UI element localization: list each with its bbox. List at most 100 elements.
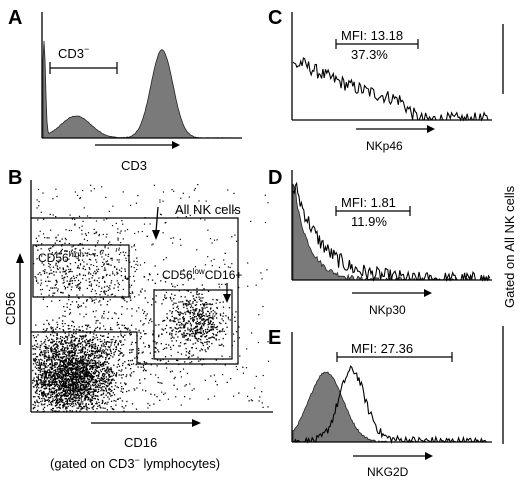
scatter-dot bbox=[79, 249, 81, 251]
scatter-dot bbox=[182, 304, 185, 306]
scatter-dot bbox=[159, 201, 161, 203]
scatter-dot bbox=[45, 363, 47, 365]
scatter-dot bbox=[193, 311, 195, 313]
scatter-dot bbox=[57, 365, 60, 368]
scatter-dot bbox=[144, 333, 146, 335]
scatter-dot bbox=[85, 384, 87, 386]
panel-c-label: C bbox=[268, 7, 282, 29]
scatter-dot bbox=[44, 376, 46, 378]
scatter-dot bbox=[32, 345, 34, 347]
scatter-dot bbox=[49, 367, 51, 369]
scatter-dot bbox=[213, 336, 215, 338]
scatter-dot bbox=[202, 333, 204, 336]
scatter-dot bbox=[55, 394, 57, 396]
scatter-dot bbox=[113, 336, 115, 338]
scatter-dot bbox=[55, 401, 58, 403]
scatter-dot bbox=[107, 354, 109, 356]
scatter-dot bbox=[62, 390, 64, 392]
scatter-dot bbox=[193, 298, 195, 300]
scatter-dot bbox=[143, 276, 146, 278]
scatter-dot bbox=[81, 381, 83, 383]
scatter-dot bbox=[183, 332, 185, 334]
scatter-dot bbox=[152, 333, 154, 335]
scatter-dot bbox=[70, 361, 72, 363]
scatter-dot bbox=[54, 363, 56, 366]
scatter-dot bbox=[52, 345, 54, 347]
scatter-dot bbox=[116, 372, 118, 374]
scatter-dot bbox=[70, 350, 72, 352]
scatter-dot bbox=[182, 324, 184, 326]
scatter-dot bbox=[98, 401, 100, 404]
scatter-dot bbox=[94, 343, 96, 345]
scatter-dot bbox=[51, 387, 53, 389]
scatter-dot bbox=[123, 410, 125, 412]
scatter-dot bbox=[112, 392, 114, 394]
scatter-dot bbox=[66, 390, 69, 393]
panel-a: A CD3− CD3 bbox=[8, 7, 242, 173]
scatter-dot bbox=[50, 395, 52, 397]
scatter-dot bbox=[61, 364, 63, 366]
scatter-dot bbox=[37, 249, 39, 251]
scatter-dot bbox=[49, 267, 51, 269]
scatter-dot bbox=[267, 341, 269, 343]
scatter-dot bbox=[172, 285, 174, 287]
scatter-dot bbox=[124, 270, 126, 272]
scatter-dot bbox=[212, 332, 214, 335]
scatter-dot bbox=[51, 404, 53, 406]
scatter-dot bbox=[74, 251, 76, 253]
scatter-dot bbox=[198, 200, 200, 202]
scatter-dot bbox=[202, 312, 204, 315]
scatter-dot bbox=[64, 375, 67, 378]
scatter-dot bbox=[61, 371, 63, 373]
scatter-dot bbox=[90, 373, 92, 375]
scatter-dot bbox=[126, 374, 128, 376]
scatter-dot bbox=[38, 396, 40, 398]
scatter-dot bbox=[65, 335, 67, 337]
scatter-dot bbox=[43, 351, 45, 353]
scatter-dot bbox=[111, 375, 113, 377]
scatter-dot bbox=[122, 223, 124, 225]
scatter-dot bbox=[97, 377, 99, 379]
scatter-dot bbox=[176, 359, 178, 361]
scatter-dot bbox=[70, 289, 72, 291]
scatter-dot bbox=[129, 334, 132, 336]
scatter-dot bbox=[207, 398, 209, 400]
scatter-dot bbox=[77, 357, 79, 360]
scatter-dot bbox=[80, 359, 82, 361]
scatter-dot bbox=[204, 320, 206, 323]
scatter-dot bbox=[108, 341, 110, 343]
scatter-dot bbox=[197, 312, 199, 314]
scatter-dot bbox=[233, 209, 235, 212]
scatter-dot bbox=[78, 283, 80, 285]
scatter-dot bbox=[53, 387, 56, 389]
scatter-dot bbox=[73, 386, 75, 388]
scatter-dot bbox=[94, 255, 96, 257]
scatter-dot bbox=[90, 370, 93, 373]
scatter-dot bbox=[42, 192, 44, 194]
scatter-dot bbox=[43, 378, 46, 381]
scatter-dot bbox=[267, 360, 270, 362]
scatter-dot bbox=[74, 351, 76, 353]
panel-d-percent: 11.9% bbox=[351, 214, 387, 229]
scatter-dot bbox=[91, 375, 94, 377]
scatter-dot bbox=[110, 355, 112, 357]
scatter-dot bbox=[106, 368, 108, 370]
scatter-dot bbox=[50, 349, 52, 351]
scatter-dot bbox=[68, 313, 71, 315]
scatter-dot bbox=[76, 360, 78, 362]
scatter-dot bbox=[191, 312, 194, 314]
scatter-dot bbox=[85, 338, 88, 341]
scatter-dot bbox=[90, 283, 93, 285]
scatter-dot bbox=[202, 311, 204, 313]
scatter-dot bbox=[224, 283, 227, 286]
scatter-dot bbox=[109, 348, 111, 350]
scatter-dot bbox=[102, 276, 104, 278]
scatter-dot bbox=[54, 359, 56, 361]
scatter-dot bbox=[87, 340, 89, 342]
scatter-dot bbox=[42, 392, 44, 395]
scatter-dot bbox=[199, 309, 201, 311]
scatter-dot bbox=[184, 385, 186, 387]
scatter-dot bbox=[47, 347, 50, 349]
scatter-dot bbox=[75, 399, 77, 401]
scatter-dot bbox=[180, 301, 182, 303]
